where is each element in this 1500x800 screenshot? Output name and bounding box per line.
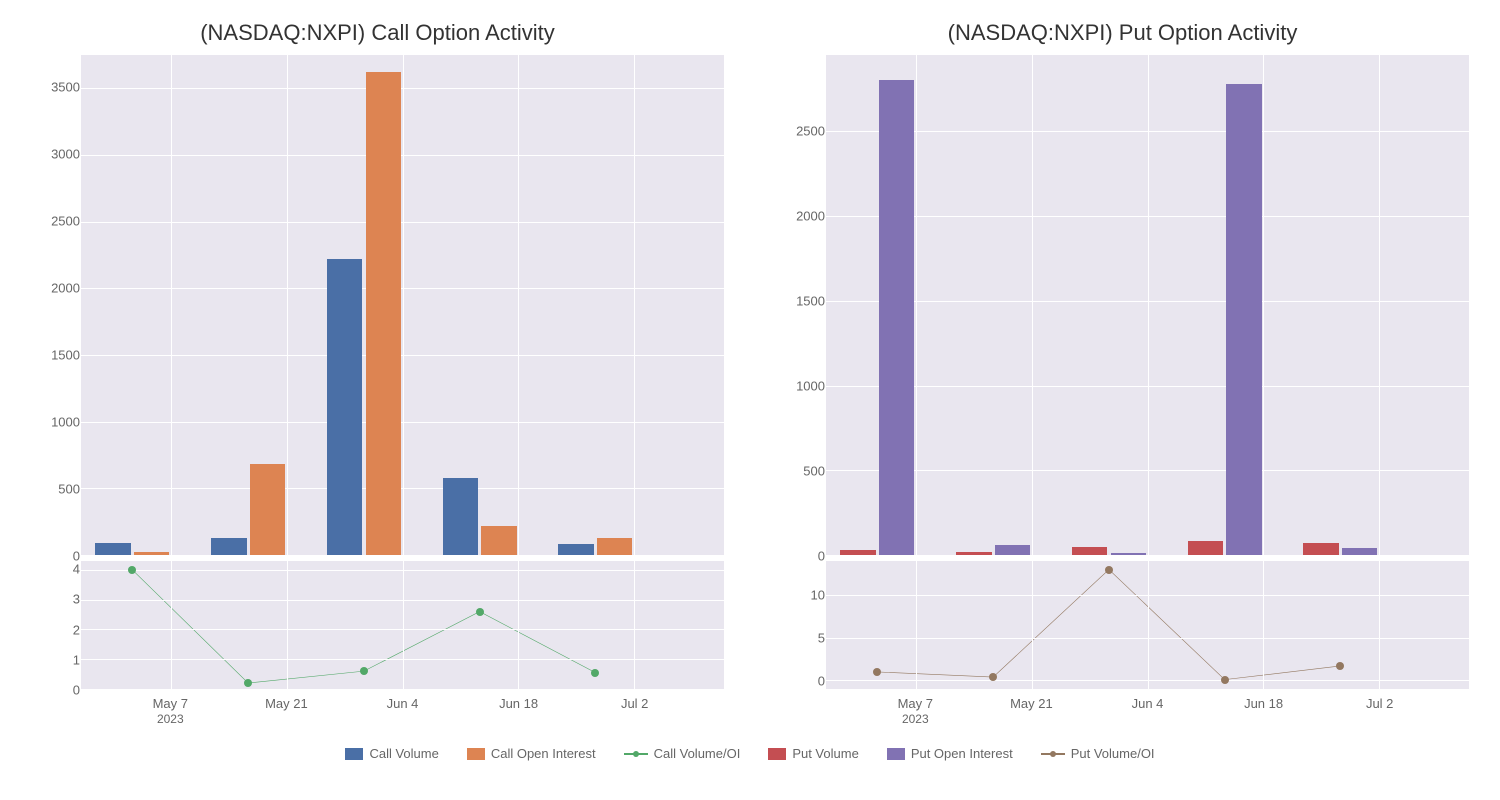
bar	[840, 550, 875, 555]
ytick-label: 0	[818, 674, 825, 689]
xtick-label: May 21	[1010, 696, 1053, 711]
legend-label: Call Open Interest	[491, 746, 596, 761]
xtick-label: Jul 2	[621, 696, 648, 711]
call-title: (NASDAQ:NXPI) Call Option Activity	[30, 20, 725, 46]
call-bar-area: 0500100015002000250030003500	[30, 54, 725, 556]
legend-put-volume: Put Volume	[768, 746, 859, 761]
ratio-line	[877, 570, 1340, 680]
ratio-line	[132, 570, 595, 683]
xtick-label: Jun 18	[499, 696, 538, 711]
line-marker	[1105, 566, 1113, 574]
bar	[481, 526, 516, 555]
bar	[879, 80, 914, 555]
ytick-label: 3000	[51, 147, 80, 162]
bar	[134, 552, 169, 555]
bar	[327, 259, 362, 555]
ytick-label: 2000	[51, 281, 80, 296]
bar	[1188, 541, 1223, 555]
legend-label: Put Open Interest	[911, 746, 1013, 761]
bar	[95, 543, 130, 555]
legend: Call Volume Call Open Interest Call Volu…	[0, 746, 1500, 761]
ytick-label: 1	[73, 652, 80, 667]
bar	[1111, 553, 1146, 555]
ytick-label: 10	[811, 587, 825, 602]
put-line-area: 0 5 10	[775, 560, 1470, 690]
legend-label: Put Volume/OI	[1071, 746, 1155, 761]
ytick-label: 1000	[796, 378, 825, 393]
put-ratio-yaxis: 0 5 10	[775, 560, 825, 690]
ytick-label: 2	[73, 622, 80, 637]
bar	[956, 552, 991, 555]
bar	[558, 544, 593, 555]
call-xaxis: May 72023 May 21 Jun 4 Jun 18 Jul 2	[30, 696, 725, 730]
ytick-label: 3	[73, 592, 80, 607]
ytick-label: 3500	[51, 80, 80, 95]
chart-container: (NASDAQ:NXPI) Call Option Activity 0 500 1…	[0, 0, 1500, 740]
legend-label: Call Volume/OI	[654, 746, 741, 761]
legend-label: Call Volume	[369, 746, 438, 761]
ytick-label: 1500	[51, 348, 80, 363]
legend-call-oi: Call Open Interest	[467, 746, 596, 761]
bar	[597, 538, 632, 555]
xtick-label: Jul 2	[1366, 696, 1393, 711]
ytick-label: 2000	[796, 208, 825, 223]
put-yaxis: 05001000150020002500	[775, 54, 825, 556]
put-line-chart	[825, 560, 1470, 690]
bar	[1303, 543, 1338, 555]
legend-put-oi: Put Open Interest	[887, 746, 1013, 761]
ytick-label: 5	[818, 631, 825, 646]
bar	[1226, 84, 1261, 555]
call-ratio-yaxis: 01234	[30, 560, 80, 690]
line-marker	[360, 667, 368, 675]
ytick-label: 1500	[796, 293, 825, 308]
ytick-label: 0	[73, 683, 80, 698]
legend-put-ratio: Put Volume/OI	[1041, 746, 1155, 761]
call-line-area: 01234	[30, 560, 725, 690]
put-title: (NASDAQ:NXPI) Put Option Activity	[775, 20, 1470, 46]
legend-label: Put Volume	[792, 746, 859, 761]
ytick-label: 500	[58, 482, 80, 497]
ytick-label: 2500	[796, 123, 825, 138]
line-marker	[476, 608, 484, 616]
xtick-label: Jun 18	[1244, 696, 1283, 711]
bar	[443, 478, 478, 555]
call-bar-chart	[80, 54, 725, 556]
legend-call-ratio: Call Volume/OI	[624, 746, 741, 761]
bar	[211, 538, 246, 555]
put-panel: (NASDAQ:NXPI) Put Option Activity 0 500 10…	[775, 20, 1470, 730]
bar	[366, 72, 401, 555]
legend-call-volume: Call Volume	[345, 746, 438, 761]
xtick-label: May 72023	[898, 696, 933, 726]
bar	[1072, 547, 1107, 555]
ytick-label: 4	[73, 562, 80, 577]
bar	[250, 464, 285, 555]
call-panel: (NASDAQ:NXPI) Call Option Activity 0 500 1…	[30, 20, 725, 730]
put-bar-area: 05001000150020002500	[775, 54, 1470, 556]
ytick-label: 2500	[51, 214, 80, 229]
line-marker	[1221, 676, 1229, 684]
put-bar-chart	[825, 54, 1470, 556]
bar	[1342, 548, 1377, 555]
bar	[995, 545, 1030, 555]
xtick-label: May 21	[265, 696, 308, 711]
ytick-label: 500	[803, 463, 825, 478]
xtick-label: May 72023	[153, 696, 188, 726]
call-yaxis: 0500100015002000250030003500	[30, 54, 80, 556]
ytick-label: 1000	[51, 415, 80, 430]
call-line-chart	[80, 560, 725, 690]
xtick-label: Jun 4	[1132, 696, 1164, 711]
xtick-label: Jun 4	[387, 696, 419, 711]
put-xaxis: May 72023 May 21 Jun 4 Jun 18 Jul 2	[775, 696, 1470, 730]
